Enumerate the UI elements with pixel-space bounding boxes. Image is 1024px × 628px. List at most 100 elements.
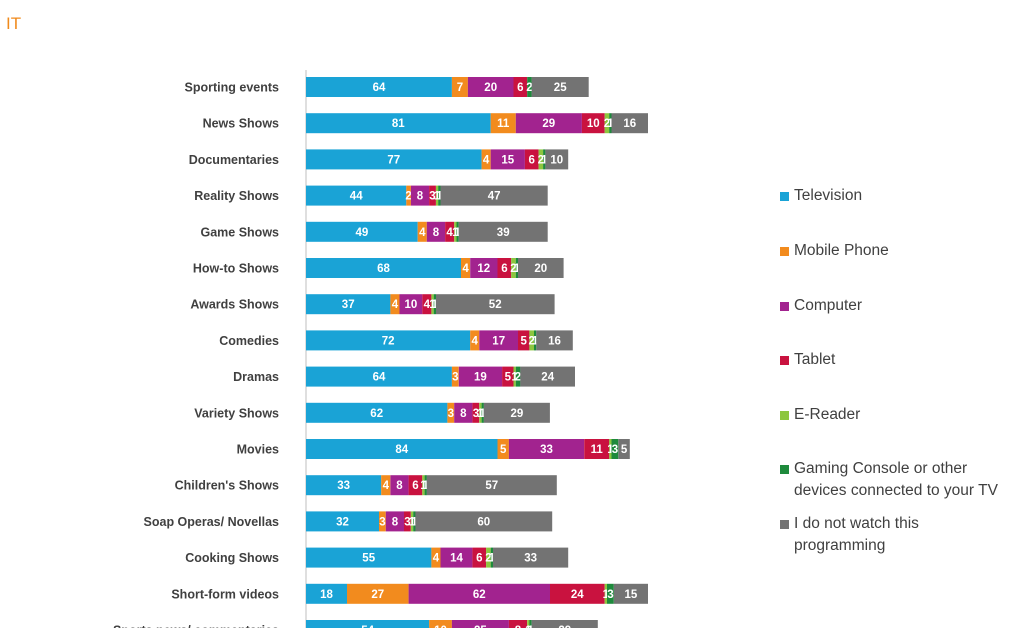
data-label: 6 xyxy=(501,263,507,275)
bar-segment xyxy=(520,366,575,387)
bar-segment xyxy=(422,475,425,496)
bar-segment xyxy=(306,149,482,170)
data-label: 84 xyxy=(395,444,408,456)
data-label: 16 xyxy=(548,335,561,347)
bar-segment xyxy=(467,77,514,97)
category-label: Dramas xyxy=(233,370,279,384)
data-label: 5 xyxy=(621,444,628,456)
data-label: 77 xyxy=(387,154,400,166)
data-label: 1 xyxy=(434,191,441,203)
bar-segment xyxy=(306,620,430,628)
category-label: Children's Shows xyxy=(175,479,279,493)
data-label: 8 xyxy=(515,625,522,628)
category-label: Variety Shows xyxy=(194,406,279,420)
bar-segment xyxy=(458,366,503,387)
bar-segment xyxy=(306,583,347,604)
data-label: 18 xyxy=(320,589,333,601)
data-label: 15 xyxy=(625,589,638,601)
bar-segment xyxy=(518,258,564,278)
bar-segment xyxy=(306,547,432,568)
data-label: 72 xyxy=(382,335,395,347)
data-label: 2 xyxy=(526,82,532,94)
bar-segment xyxy=(426,221,445,242)
bar-segment xyxy=(454,402,473,423)
bar-segment xyxy=(531,77,589,97)
data-label: 1 xyxy=(532,335,539,347)
bar-segment xyxy=(511,258,516,278)
bar-segment xyxy=(508,620,528,628)
bar-segment xyxy=(470,330,480,351)
bar-segment xyxy=(424,475,427,496)
bar-segment xyxy=(381,475,391,496)
bar-segment xyxy=(538,149,544,170)
bar-segment xyxy=(436,294,555,315)
bar-segment xyxy=(433,294,436,315)
data-label: 4 xyxy=(483,154,490,166)
data-label: 33 xyxy=(524,553,537,565)
bar-segment xyxy=(347,583,409,604)
bar-segment xyxy=(493,547,569,568)
data-label: 11 xyxy=(591,444,604,456)
bar-segment xyxy=(408,475,423,496)
bar-segment xyxy=(490,149,525,170)
bar-segment xyxy=(445,221,455,242)
category-label: How-to Shows xyxy=(193,262,279,276)
legend-label: Television xyxy=(794,187,863,204)
bar-segment xyxy=(410,185,430,206)
bar-segment xyxy=(415,511,553,532)
data-label: 6 xyxy=(528,154,534,166)
legend-label: Gaming Console or other devices connecte… xyxy=(794,460,998,499)
data-label: 3 xyxy=(448,408,454,420)
bar-segment xyxy=(604,113,610,134)
data-label: 62 xyxy=(473,589,486,601)
data-label: 20 xyxy=(484,82,497,94)
legend-label: E-Reader xyxy=(794,406,861,423)
data-label: 3 xyxy=(379,516,385,528)
data-label: 3 xyxy=(404,516,410,528)
bar-segment xyxy=(481,149,491,170)
bar-segment xyxy=(438,185,441,206)
bar-segment xyxy=(609,113,612,134)
data-label: 4 xyxy=(383,480,390,492)
bar-segment xyxy=(581,113,605,134)
bar-segment xyxy=(306,330,471,351)
data-label: 2 xyxy=(538,154,544,166)
bar-segment xyxy=(404,511,411,532)
data-label: 5 xyxy=(520,335,527,347)
data-label: 4 xyxy=(433,553,440,565)
bar-segment xyxy=(486,547,491,568)
bar-segment xyxy=(508,439,585,459)
bar-segment xyxy=(451,620,509,628)
bar-segment xyxy=(502,366,514,387)
legend-swatch xyxy=(780,465,789,474)
data-label: 1 xyxy=(454,227,461,239)
data-label: 39 xyxy=(497,227,510,239)
data-label: 1 xyxy=(607,444,614,456)
data-label: 1 xyxy=(603,589,610,601)
bar-segment xyxy=(611,113,648,134)
data-label: 17 xyxy=(492,335,505,347)
data-label: 2 xyxy=(604,118,610,130)
data-label: 1 xyxy=(514,263,521,275)
bar-segment xyxy=(413,511,416,532)
data-label: 19 xyxy=(474,372,487,384)
data-label: 49 xyxy=(356,227,369,239)
bar-segment xyxy=(306,77,452,97)
data-label: 3 xyxy=(612,444,618,456)
bar-segment xyxy=(479,330,519,351)
data-label: 33 xyxy=(540,444,553,456)
bar-segment xyxy=(436,185,439,206)
bar-segment xyxy=(497,439,509,459)
data-label: 2 xyxy=(485,553,491,565)
data-label: 1 xyxy=(422,480,429,492)
bar-segment xyxy=(426,475,557,496)
data-label: 12 xyxy=(477,263,490,275)
bar-segment xyxy=(406,185,411,206)
bar-segment xyxy=(417,221,427,242)
bar-segment xyxy=(490,113,516,134)
data-label: 6 xyxy=(517,82,523,94)
bar-segment xyxy=(604,583,607,604)
data-label: 1 xyxy=(607,118,614,130)
data-label: 16 xyxy=(623,118,636,130)
